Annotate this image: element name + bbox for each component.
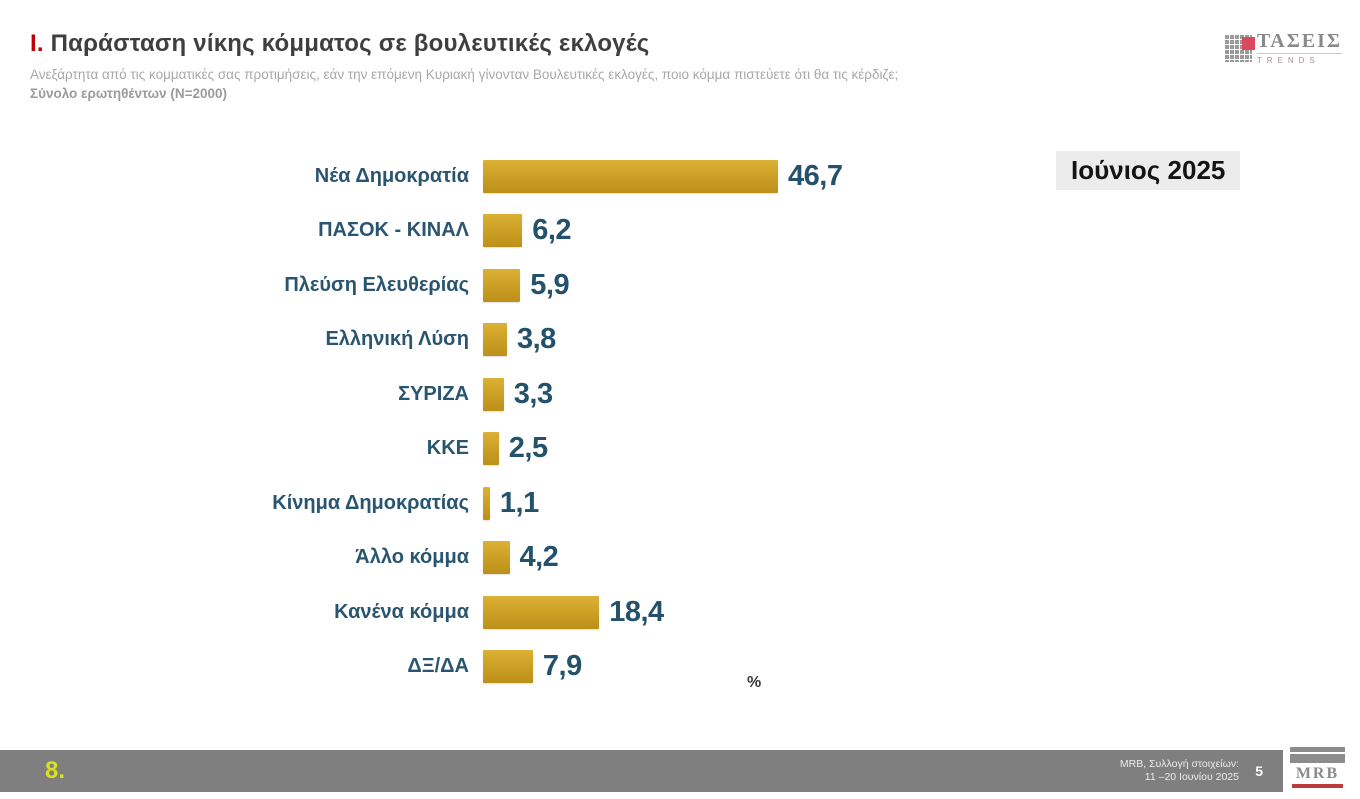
bar-area: 1,1 bbox=[483, 486, 539, 520]
bar-area: 3,8 bbox=[483, 323, 556, 357]
trends-logo-name: ΤΑΣΕΙΣ bbox=[1256, 30, 1342, 52]
mrb-logo-red-text bbox=[1292, 783, 1343, 788]
value-label: 6,2 bbox=[532, 214, 572, 247]
value-label: 1,1 bbox=[499, 486, 539, 519]
bar-chart: Νέα Δημοκρατία 46,7 ΠΑΣΟΚ - ΚΙΝΑΛ 6,2 Πλ… bbox=[30, 149, 1030, 694]
bar bbox=[483, 159, 778, 193]
footer-bar: 8. MRB, Συλλογή στοιχείων: 11 –20 Ιουνίο… bbox=[0, 750, 1283, 792]
bar-area: 46,7 bbox=[483, 159, 843, 193]
bar-area: 5,9 bbox=[483, 268, 570, 302]
trends-logo-subtitle: TRENDS bbox=[1256, 53, 1342, 65]
trends-logo-text: ΤΑΣΕΙΣ TRENDS bbox=[1256, 30, 1342, 65]
chart-row: Άλλο κόμμα 4,2 bbox=[30, 531, 1030, 586]
page-number-left: 8. bbox=[45, 757, 66, 784]
mrb-logo-stripe bbox=[1290, 747, 1345, 752]
bar bbox=[483, 486, 490, 520]
chart-row: ΠΑΣΟΚ - ΚΙΝΑΛ 6,2 bbox=[30, 204, 1030, 259]
source-line-2: 11 –20 Ιουνίου 2025 bbox=[1144, 771, 1239, 783]
bar bbox=[483, 541, 510, 575]
chart-row: Ελληνική Λύση 3,8 bbox=[30, 313, 1030, 368]
chart-row: Πλεύση Ελευθερίας 5,9 bbox=[30, 258, 1030, 313]
date-badge: Ιούνιος 2025 bbox=[1056, 151, 1241, 190]
category-label: Ελληνική Λύση bbox=[325, 328, 469, 351]
value-label: 3,8 bbox=[517, 323, 556, 356]
bar-area: 3,3 bbox=[483, 377, 553, 411]
bar-area: 6,2 bbox=[483, 214, 572, 248]
value-label: 18,4 bbox=[609, 595, 664, 628]
bar bbox=[483, 377, 504, 411]
value-label: 2,5 bbox=[508, 432, 548, 465]
value-label: 4,2 bbox=[519, 541, 559, 574]
chart-row: Νέα Δημοκρατία 46,7 bbox=[30, 149, 1030, 204]
trends-logo: ΤΑΣΕΙΣ TRENDS bbox=[1223, 30, 1342, 65]
chart-row: Κίνημα Δημοκρατίας 1,1 bbox=[30, 476, 1030, 531]
bar bbox=[483, 214, 523, 248]
chart-row: ΔΞ/ΔΑ 7,9 bbox=[30, 640, 1030, 695]
chart-row: ΣΥΡΙΖΑ 3,3 bbox=[30, 367, 1030, 422]
page-number-right: 5 bbox=[1255, 763, 1263, 779]
value-label: 46,7 bbox=[788, 159, 843, 192]
source-note: MRB, Συλλογή στοιχείων: 11 –20 Ιουνίου 2… bbox=[1120, 758, 1239, 784]
mrb-logo-stripe bbox=[1290, 754, 1345, 763]
bar bbox=[483, 595, 600, 629]
source-line-1: MRB, Συλλογή στοιχείων: bbox=[1119, 758, 1239, 770]
category-label: Κίνημα Δημοκρατίας bbox=[272, 491, 469, 514]
bar bbox=[483, 650, 533, 684]
category-label: ΚΚΕ bbox=[426, 437, 469, 460]
question-text: Ανεξάρτητα από τις κομματικές σας προτιμ… bbox=[30, 67, 899, 82]
value-label: 3,3 bbox=[513, 377, 553, 410]
chart-row: ΚΚΕ 2,5 bbox=[30, 422, 1030, 477]
bar bbox=[483, 432, 499, 466]
bar bbox=[483, 268, 521, 302]
mrb-logo-name: MRB bbox=[1295, 765, 1340, 782]
bar-area: 7,9 bbox=[483, 650, 582, 684]
value-label: 7,9 bbox=[542, 650, 582, 683]
category-label: ΠΑΣΟΚ - ΚΙΝΑΛ bbox=[318, 219, 469, 242]
value-label: 5,9 bbox=[530, 268, 570, 301]
category-label: Άλλο κόμμα bbox=[355, 546, 469, 569]
grid-logo-icon bbox=[1223, 34, 1255, 62]
page-title: Ι. Παράσταση νίκης κόμματος σε βουλευτικ… bbox=[30, 30, 1080, 58]
bar-area: 4,2 bbox=[483, 541, 559, 575]
category-label: ΣΥΡΙΖΑ bbox=[398, 382, 469, 405]
title-text: Παράσταση νίκης κόμματος σε βουλευτικές … bbox=[50, 30, 650, 57]
title-number: Ι. bbox=[30, 30, 44, 57]
chart-row: Κανένα κόμμα 18,4 bbox=[30, 585, 1030, 640]
category-label: Κανένα κόμμα bbox=[334, 600, 469, 623]
unit-label: % bbox=[747, 674, 762, 691]
category-label: Νέα Δημοκρατία bbox=[314, 164, 469, 187]
bar-area: 2,5 bbox=[483, 432, 548, 466]
mrb-logo: MRB bbox=[1289, 747, 1346, 792]
bar bbox=[483, 323, 507, 357]
bar-area: 18,4 bbox=[483, 595, 664, 629]
category-label: ΔΞ/ΔΑ bbox=[407, 655, 469, 678]
category-label: Πλεύση Ελευθερίας bbox=[284, 273, 469, 296]
header: Ι. Παράσταση νίκης κόμματος σε βουλευτικ… bbox=[30, 30, 1080, 101]
sample-size: Σύνολο ερωτηθέντων (N=2000) bbox=[30, 86, 227, 101]
red-square-icon bbox=[1241, 37, 1255, 50]
